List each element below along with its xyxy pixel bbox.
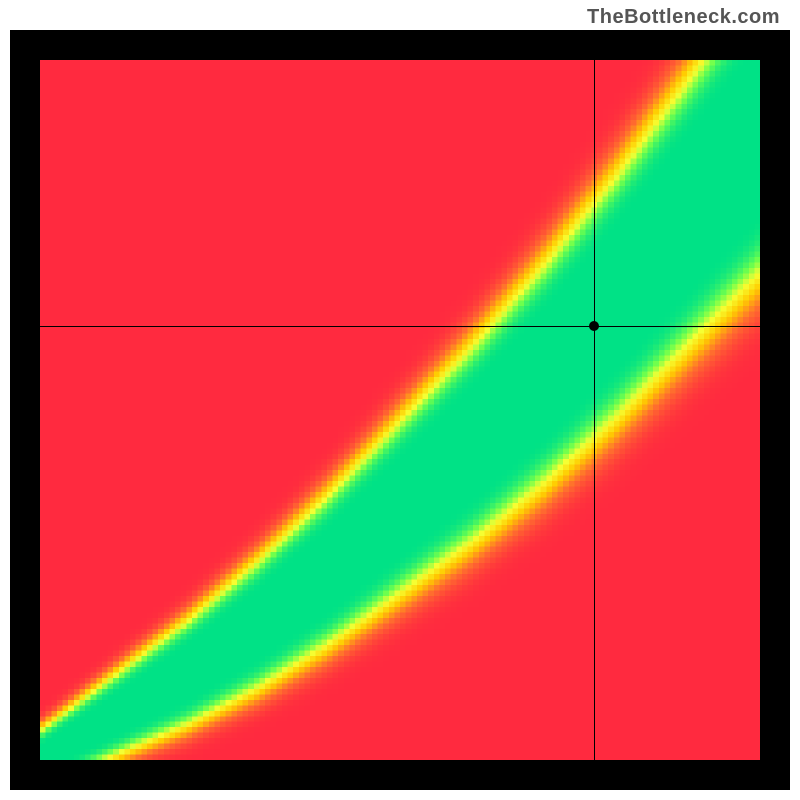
attribution-text: TheBottleneck.com bbox=[587, 6, 780, 29]
heatmap-plot bbox=[40, 60, 760, 760]
crosshair-marker bbox=[589, 321, 599, 331]
heatmap-frame bbox=[10, 30, 790, 790]
crosshair-vertical bbox=[594, 60, 595, 760]
crosshair-horizontal bbox=[40, 326, 760, 327]
heatmap-canvas bbox=[40, 60, 760, 760]
